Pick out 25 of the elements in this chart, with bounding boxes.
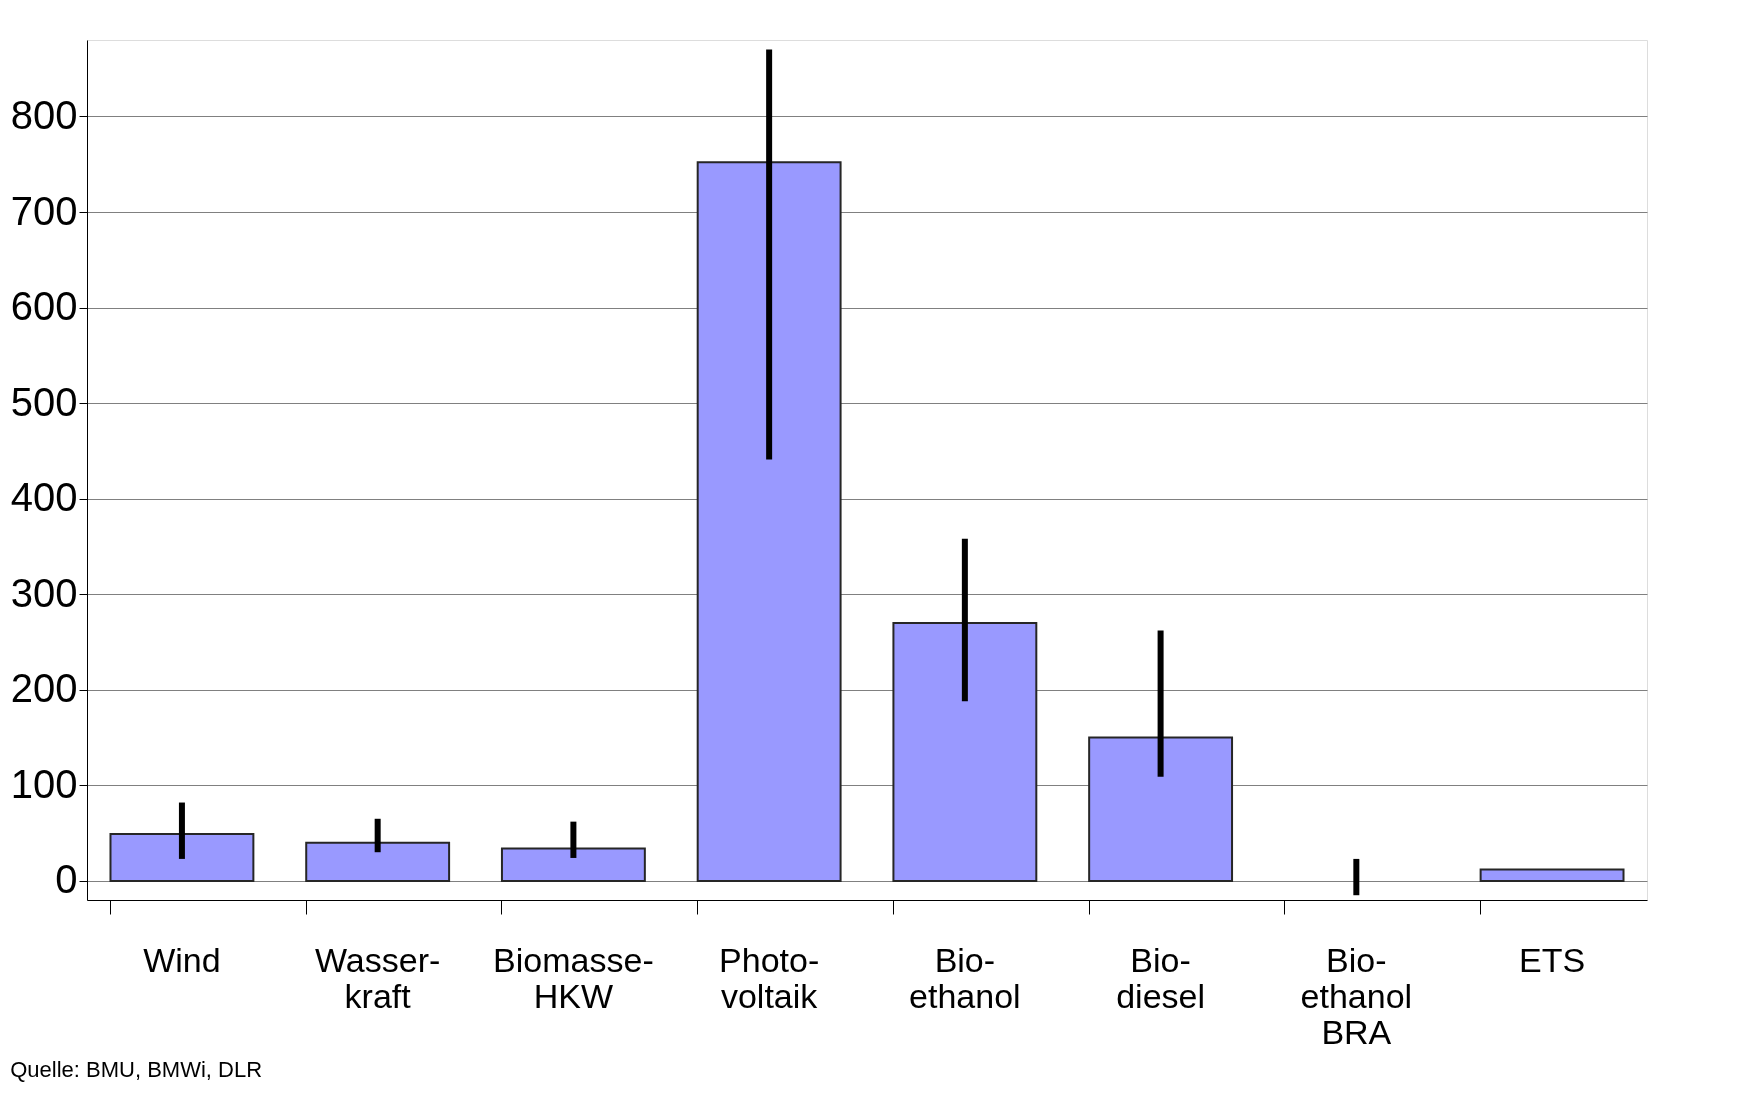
bar: [305, 841, 451, 882]
bar: [500, 847, 646, 882]
x-tick-label: Wasser- kraft: [315, 940, 441, 1015]
x-tick-label: Bio- ethanol: [909, 940, 1021, 1015]
x-tick-label: Wind: [143, 940, 221, 979]
y-tick-label: 0: [55, 857, 78, 902]
bar: [1088, 736, 1234, 882]
bar: [892, 621, 1038, 882]
bar: [109, 833, 255, 882]
y-tick-label: 600: [10, 284, 78, 329]
y-tick-label: 400: [10, 475, 78, 520]
bar: [696, 161, 842, 882]
y-tick-label: 100: [10, 761, 78, 806]
x-tick-label: Biomasse- HKW: [493, 940, 654, 1015]
y-tick-label: 300: [10, 570, 78, 615]
x-tick-label: ETS: [1519, 940, 1586, 979]
y-tick-label: 800: [10, 92, 78, 137]
source-note: Quelle: BMU, BMWi, DLR: [10, 1057, 263, 1082]
bar: [1479, 868, 1625, 882]
x-tick-label: Bio- diesel: [1116, 940, 1206, 1015]
y-tick-label: 200: [10, 666, 78, 711]
x-tick-label: Bio- ethanol BRA: [1300, 940, 1413, 1051]
y-tick-label: 500: [10, 379, 78, 424]
y-tick-label: 700: [10, 188, 78, 233]
x-tick-label: Photo- voltaik: [719, 940, 820, 1015]
